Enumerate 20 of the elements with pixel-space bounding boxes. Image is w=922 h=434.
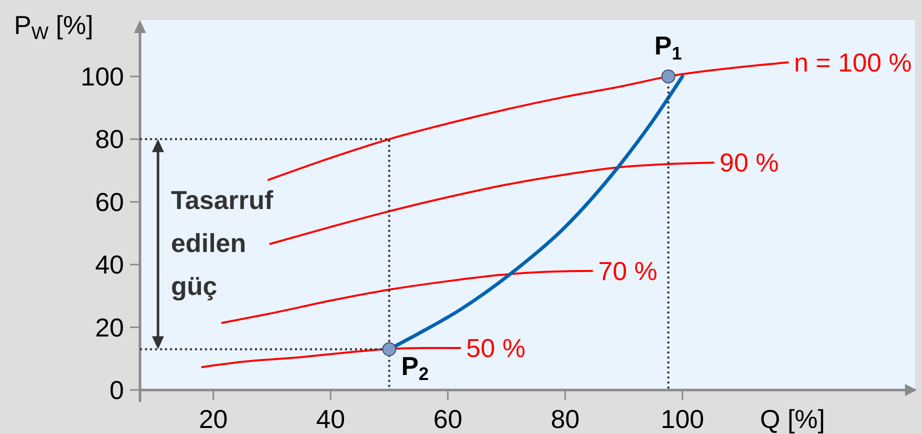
annotation: P$_{1}$	[654, 30, 682, 64]
y-tick-label: 60	[95, 186, 124, 217]
annotation: Tasarruf edilen güç	[171, 185, 274, 302]
series-label: 50 %	[466, 332, 526, 363]
y-tick-label: 80	[95, 124, 124, 154]
x-tick-label: 80	[550, 404, 580, 434]
x-axis-title: Q [%]	[760, 404, 826, 434]
series-label: 90 %	[720, 148, 779, 178]
x-tick-label: 60	[433, 404, 462, 434]
y-tick-label: 20	[95, 312, 124, 342]
x-tick-label: 20	[198, 404, 228, 434]
y-tick-label: 0	[110, 375, 124, 405]
series-label: 70 %	[598, 256, 658, 286]
y-tick-label: 40	[95, 250, 124, 280]
x-tick-label: 40	[316, 404, 346, 434]
x-tick-label: 100	[660, 404, 704, 434]
y-tick-label: 100	[80, 61, 124, 92]
series-label: n = 100 %	[794, 47, 912, 78]
annotation: P$_{2}$	[401, 351, 429, 385]
y-axis-title: P$_{W}$ [%]	[14, 10, 94, 44]
